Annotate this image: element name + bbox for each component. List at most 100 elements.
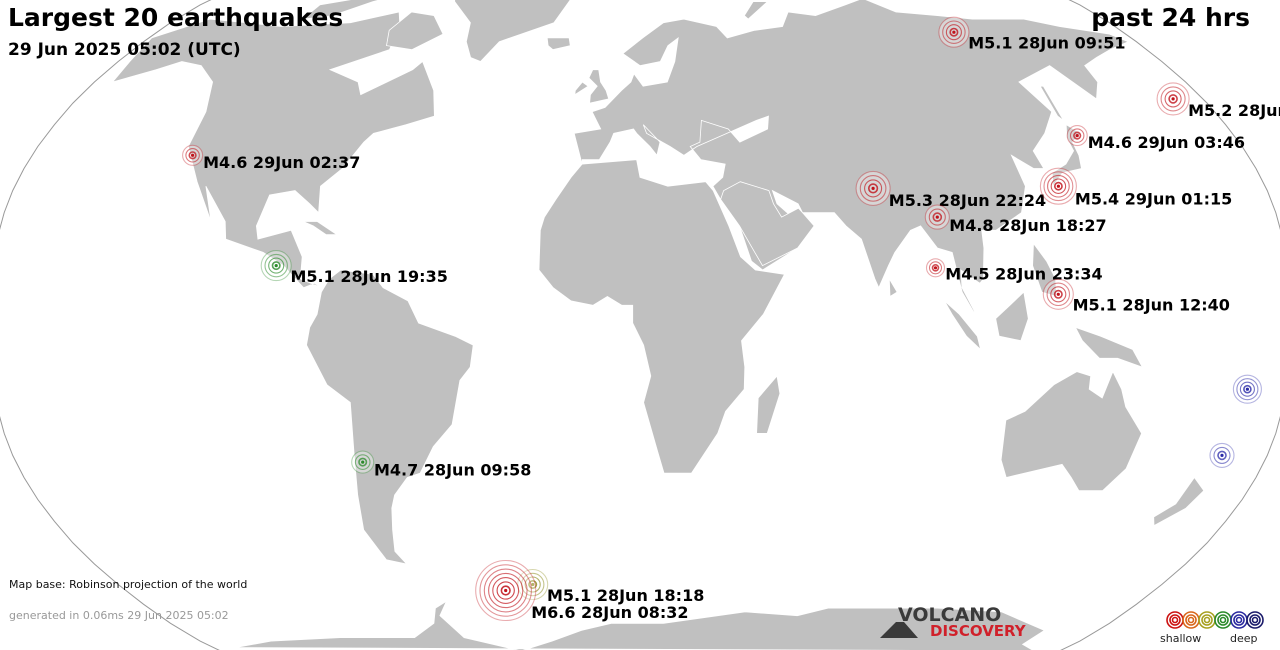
- quake-epicenter: [1171, 97, 1175, 101]
- legend-ring: [1233, 614, 1245, 626]
- page-title: Largest 20 earthquakes: [8, 3, 344, 32]
- quake-marker[interactable]: M5.1 28Jun 18:18: [517, 568, 705, 605]
- land-greenland: [454, 0, 571, 62]
- quake-epicenter: [1056, 292, 1060, 296]
- quake-marker[interactable]: M5.1 28Jun 09:51: [938, 16, 1126, 52]
- quake-epicenter: [1220, 453, 1224, 457]
- generated-note: generated in 0.06ms 29 Jun 2025 05:02: [9, 609, 229, 622]
- quake-ring: [1160, 86, 1186, 112]
- volcano-icon: [880, 622, 918, 638]
- quake-label: M5.1 28Jun 18:18: [547, 586, 704, 605]
- period-label: past 24 hrs: [1091, 3, 1250, 32]
- land-madagascar: [756, 375, 781, 434]
- quake-epicenter: [1056, 184, 1060, 188]
- quake-ring: [932, 212, 943, 222]
- land-sumatra: [944, 300, 982, 351]
- quake-ring: [1239, 381, 1255, 397]
- legend-ring: [1187, 616, 1195, 624]
- quake-marker[interactable]: M6.6 28Jun 08:32: [475, 559, 689, 623]
- quake-ring: [1050, 178, 1067, 194]
- land-new-guinea: [1074, 326, 1144, 368]
- quake-ring: [931, 263, 940, 272]
- quake-ring: [528, 579, 538, 589]
- map-base-note: Map base: Robinson projection of the wor…: [9, 578, 248, 591]
- quake-ring: [942, 20, 966, 44]
- legend-ring: [1251, 616, 1259, 624]
- land-sakhalin: [1039, 85, 1064, 121]
- quake-ring: [479, 564, 532, 617]
- quake-marker[interactable]: M4.6 29Jun 02:37: [182, 144, 361, 172]
- logo-text-volcano: VOLCANO: [898, 604, 1002, 626]
- legend-shallow-label: shallow: [1160, 632, 1202, 645]
- quake-marker[interactable]: [1209, 442, 1235, 468]
- quake-epicenter: [952, 30, 956, 34]
- quake-label: M5.1 28Jun 19:35: [291, 267, 448, 286]
- legend-ring: [1217, 614, 1229, 626]
- quake-label: M5.2 28Jun 06:08: [1188, 101, 1280, 120]
- quake-ring: [188, 151, 197, 160]
- quake-ring: [1050, 286, 1067, 303]
- land-uk: [588, 69, 610, 104]
- land-eurasia: [573, 0, 1130, 319]
- legend-ring: [1246, 611, 1264, 629]
- quake-epicenter: [361, 460, 365, 464]
- timestamp: 29 Jun 2025 05:02 (UTC): [8, 40, 241, 60]
- land-iceland: [546, 37, 571, 51]
- land-baffin: [386, 11, 444, 51]
- quake-marker[interactable]: M4.8 28Jun 18:27: [924, 204, 1107, 235]
- quake-label: M5.4 29Jun 01:15: [1075, 190, 1232, 209]
- quake-epicenter: [504, 588, 508, 593]
- land-arabia: [720, 181, 815, 267]
- legend-ring: [1235, 616, 1243, 624]
- quake-ring: [864, 179, 883, 198]
- land-japan: [1051, 123, 1082, 188]
- logo-text-discovery: DISCOVERY: [930, 622, 1026, 640]
- quake-ring: [268, 257, 285, 274]
- land-south-america: [306, 269, 474, 565]
- quake-marker[interactable]: M5.3 28Jun 22:24: [855, 170, 1046, 210]
- quake-ring: [496, 581, 515, 600]
- quake-marker[interactable]: M4.6 29Jun 03:46: [1066, 125, 1245, 153]
- land-masses: [111, 0, 1205, 650]
- quake-ring: [949, 27, 959, 37]
- quake-epicenter: [191, 153, 195, 157]
- quake-label: M4.8 28Jun 18:27: [949, 216, 1106, 235]
- legend-ring: [1201, 614, 1213, 626]
- quake-ring: [1053, 289, 1063, 299]
- quake-ring: [928, 261, 943, 275]
- land-ireland: [574, 81, 589, 96]
- earthquake-markers: M5.2 28Jun 06:08 M4.6 29Jun 02:37 M5.1 28J…: [182, 16, 1280, 623]
- quake-label: M4.6 29Jun 02:37: [203, 153, 360, 172]
- land-north-america: [111, 11, 435, 289]
- quake-ring: [271, 261, 281, 271]
- quake-ring: [867, 183, 879, 194]
- quake-label: M5.1 28Jun 09:51: [968, 33, 1125, 52]
- quake-ring: [500, 585, 511, 596]
- land-canadian-arctic: [301, 0, 381, 20]
- quake-marker[interactable]: M5.2 28Jun 06:08: [1156, 82, 1280, 120]
- land-borneo: [995, 291, 1029, 342]
- quake-epicenter: [933, 266, 938, 270]
- quake-marker[interactable]: M5.4 29Jun 01:15: [1039, 167, 1232, 209]
- quake-ring: [1047, 174, 1070, 198]
- quake-ring: [1243, 384, 1252, 394]
- quake-marker[interactable]: M5.1 28Jun 12:40: [1042, 278, 1230, 315]
- quake-ring: [1069, 128, 1085, 143]
- quake-marker[interactable]: M4.5 28Jun 23:34: [925, 258, 1103, 284]
- land-africa: [538, 159, 786, 474]
- quake-ring: [264, 253, 288, 278]
- quake-epicenter: [935, 215, 939, 219]
- quake-ring: [483, 568, 528, 613]
- quake-ring: [1168, 94, 1178, 104]
- land-sri-lanka: [888, 278, 898, 298]
- quake-marker[interactable]: [1232, 374, 1262, 404]
- legend-ring: [1219, 616, 1227, 624]
- quake-ring: [1046, 282, 1071, 307]
- quake-marker[interactable]: M5.1 28Jun 19:35: [260, 250, 448, 286]
- quake-ring: [1164, 90, 1182, 108]
- quake-ring: [492, 577, 520, 604]
- quake-ring: [185, 148, 200, 163]
- quake-marker[interactable]: M4.7 28Jun 09:58: [351, 450, 532, 479]
